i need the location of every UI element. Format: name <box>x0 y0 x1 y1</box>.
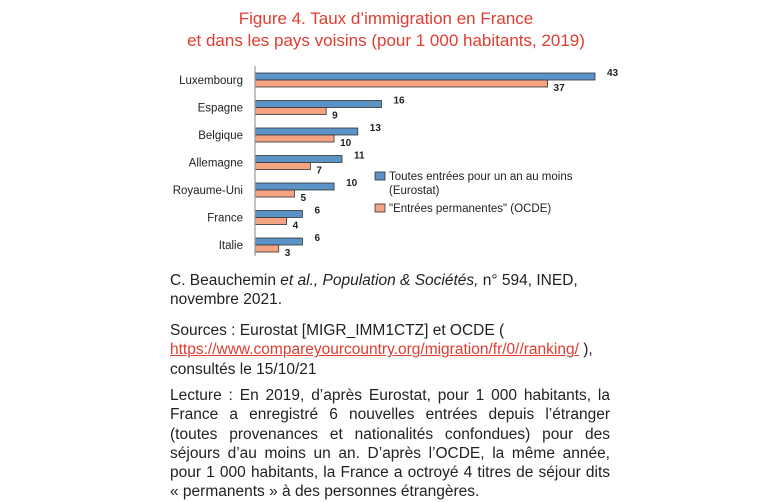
data-label: 3 <box>285 248 291 259</box>
category-label: Espagne <box>198 103 243 115</box>
sources-suffix: ), consultés le 15/10/21 <box>170 341 593 378</box>
lecture: Lecture : En 2019, d’après Eurostat, pou… <box>170 386 610 502</box>
bar-eurostat <box>254 237 303 246</box>
data-label: 7 <box>316 166 322 177</box>
data-label: 13 <box>370 123 382 134</box>
data-label: 11 <box>354 151 365 162</box>
lecture-text: Lecture : En 2019, d’après Eurostat, pou… <box>170 387 610 501</box>
data-label: 5 <box>301 193 307 204</box>
bar-ocde <box>254 134 335 143</box>
sources: Sources : Eurostat [MIGR_IMM1CTZ] et OCD… <box>170 321 610 379</box>
data-label: 16 <box>394 96 406 107</box>
category-label: Belgique <box>198 130 243 142</box>
bar-ocde <box>254 107 327 115</box>
category-label: Luxembourg <box>179 75 243 87</box>
bar-eurostat <box>254 182 335 191</box>
data-label: 4 <box>293 221 299 232</box>
category-label: France <box>207 213 243 225</box>
bar-chart: Luxembourg4337Espagne169Belgique1310Alle… <box>173 66 619 259</box>
data-label: 6 <box>314 206 320 217</box>
bar-eurostat <box>254 72 596 81</box>
citation-rest: n° 594, INED, novembre 2021. <box>170 272 578 309</box>
bar-eurostat <box>254 127 359 136</box>
legend-swatch <box>374 203 386 213</box>
chart-title-line1: Figure 4. Taux d’immigration en France <box>238 9 534 28</box>
data-label: 37 <box>554 83 566 94</box>
legend-swatch <box>374 171 386 181</box>
sources-prefix: Sources : Eurostat [MIGR_IMM1CTZ] et OCD… <box>170 322 505 339</box>
citation: C. Beauchemin et al., Population & Socié… <box>170 271 610 310</box>
category-label: Allemagne <box>189 158 243 170</box>
chart-title-line2: et dans les pays voisins (pour 1 000 hab… <box>187 31 585 50</box>
data-label: 43 <box>607 68 619 79</box>
bar-ocde <box>254 189 295 198</box>
legend-label: Toutes entrées pour un an au moins <box>389 171 573 183</box>
citation-journal: et al., Population & Sociétés, <box>280 272 479 289</box>
bar-ocde <box>254 79 548 88</box>
citation-author: C. Beauchemin <box>170 272 281 289</box>
bar-ocde <box>254 162 311 170</box>
bar-ocde <box>254 244 280 253</box>
data-label: 6 <box>314 233 320 244</box>
data-label: 10 <box>346 178 358 189</box>
bar-eurostat <box>254 155 343 163</box>
bar-ocde <box>254 217 288 225</box>
bar-eurostat <box>254 100 382 108</box>
sources-link[interactable]: https://www.compareyourcountry.org/migra… <box>170 341 579 359</box>
data-label: 9 <box>332 111 338 122</box>
category-label: Italie <box>219 240 243 252</box>
legend-label: "Entrées permanentes" (OCDE) <box>389 203 551 215</box>
bar-eurostat <box>254 210 303 218</box>
category-label: Royaume-Uni <box>173 185 243 197</box>
legend-label: (Eurostat) <box>389 185 440 197</box>
data-label: 10 <box>340 138 352 149</box>
